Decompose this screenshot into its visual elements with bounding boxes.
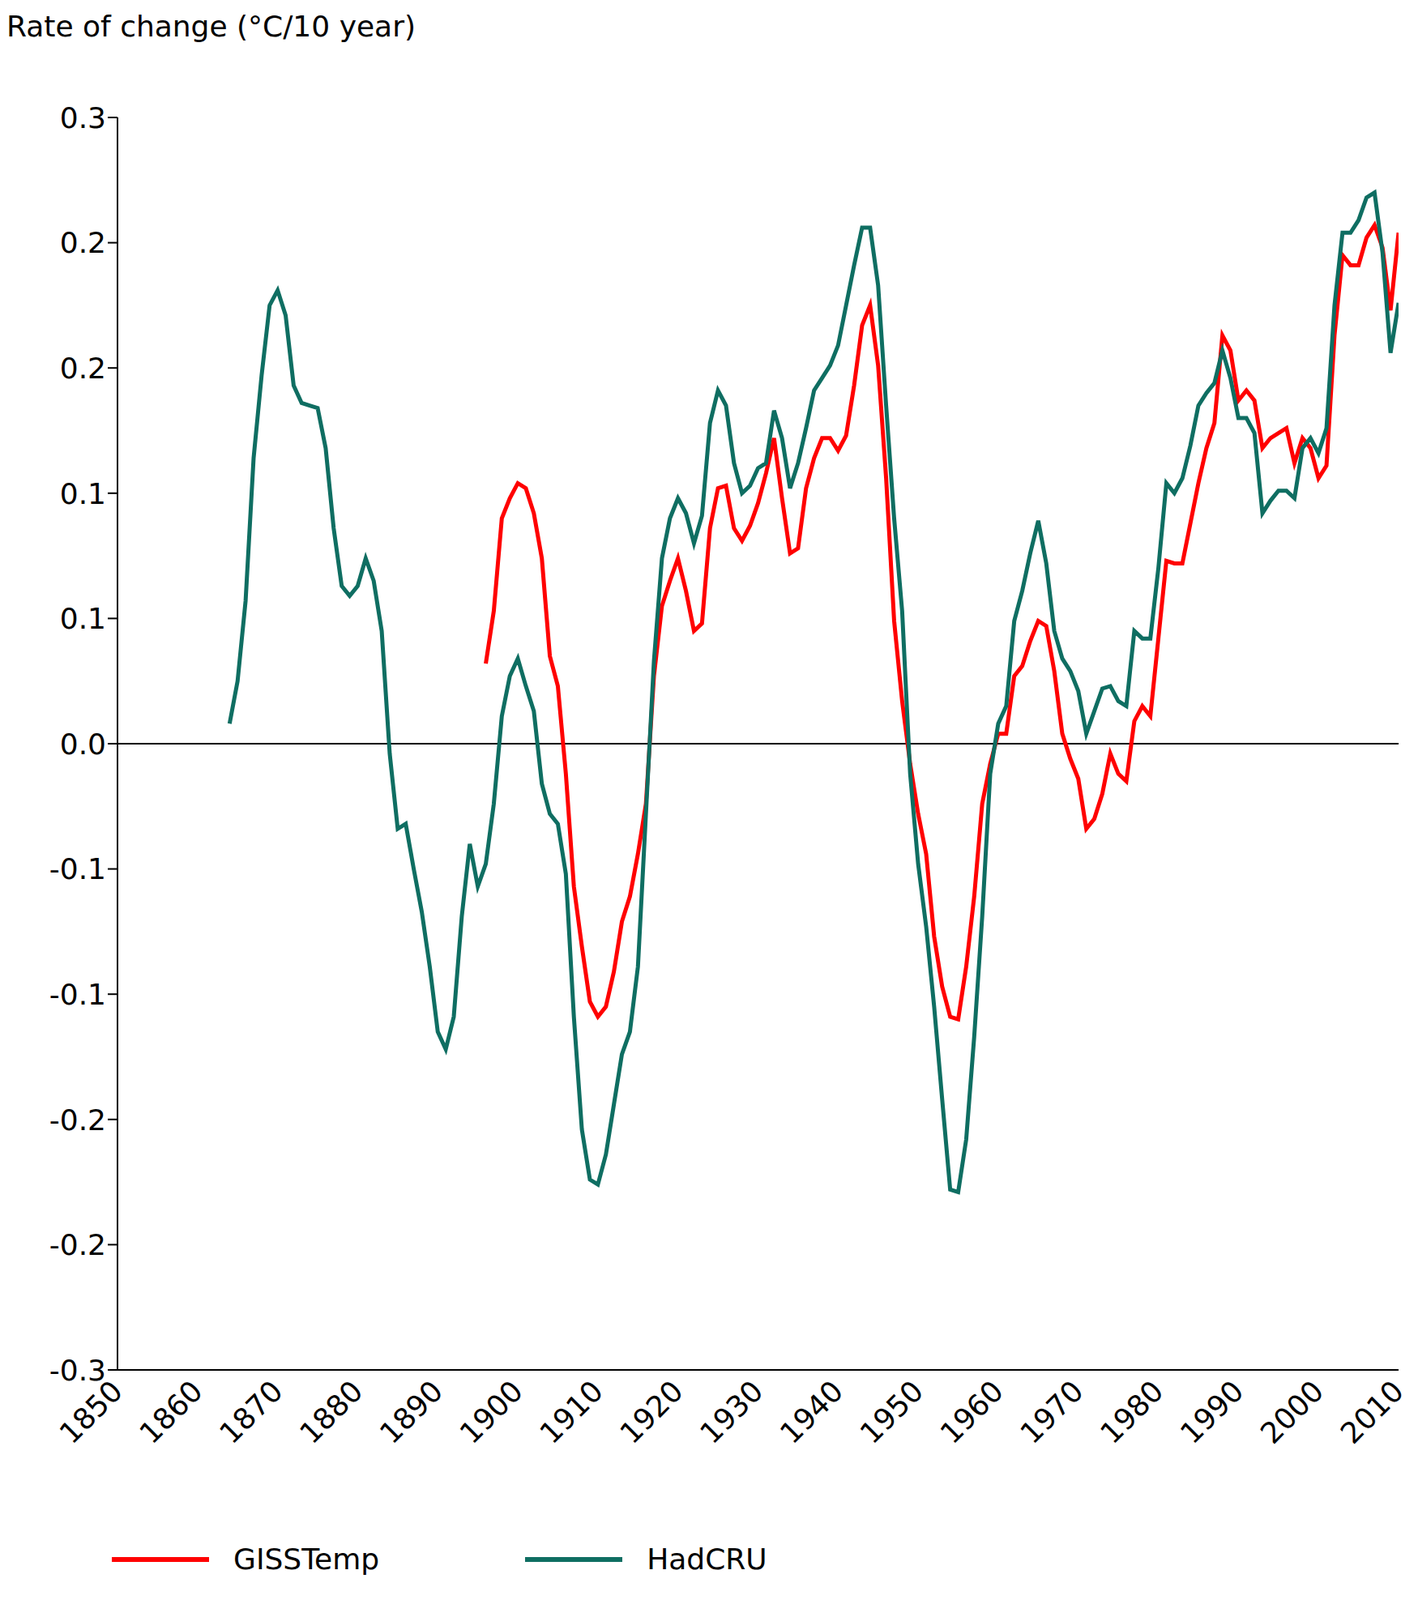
svg-text:2010: 2010 <box>1333 1374 1410 1451</box>
svg-text:1950: 1950 <box>853 1374 930 1451</box>
svg-text:-0.2: -0.2 <box>49 1103 107 1137</box>
svg-text:1980: 1980 <box>1093 1374 1171 1451</box>
svg-text:1910: 1910 <box>533 1374 610 1451</box>
svg-text:1880: 1880 <box>293 1374 370 1451</box>
svg-text:1920: 1920 <box>613 1374 690 1451</box>
svg-text:-0.1: -0.1 <box>49 852 107 886</box>
svg-text:1890: 1890 <box>373 1374 450 1451</box>
svg-text:1860: 1860 <box>132 1374 210 1451</box>
svg-text:2000: 2000 <box>1254 1374 1331 1451</box>
html-text:HadCRU: HadCRU <box>646 1542 768 1577</box>
svg-text:-0.1: -0.1 <box>49 978 107 1012</box>
svg-text:0.1: 0.1 <box>59 602 107 636</box>
svg-text:1960: 1960 <box>933 1374 1010 1451</box>
svg-text:0.2: 0.2 <box>59 226 107 260</box>
svg-text:-0.2: -0.2 <box>49 1228 107 1262</box>
svg-text:1940: 1940 <box>773 1374 850 1451</box>
svg-text:1870: 1870 <box>213 1374 290 1451</box>
svg-text:1850: 1850 <box>52 1374 129 1451</box>
svg-text:0.2: 0.2 <box>59 351 107 385</box>
svg-text:1990: 1990 <box>1174 1374 1251 1451</box>
svg-text:1900: 1900 <box>452 1374 530 1451</box>
svg-text:1930: 1930 <box>693 1374 770 1451</box>
svg-text:0.1: 0.1 <box>59 477 107 511</box>
svg-text:-0.3: -0.3 <box>49 1353 107 1388</box>
svg-text:1970: 1970 <box>1013 1374 1090 1451</box>
svg-text:0.0: 0.0 <box>59 727 107 761</box>
html-text:Rate of change (°C/10 year): Rate of change (°C/10 year) <box>6 9 416 43</box>
svg-text:0.3: 0.3 <box>59 101 107 135</box>
html-text:GISSTemp: GISSTemp <box>233 1542 380 1577</box>
